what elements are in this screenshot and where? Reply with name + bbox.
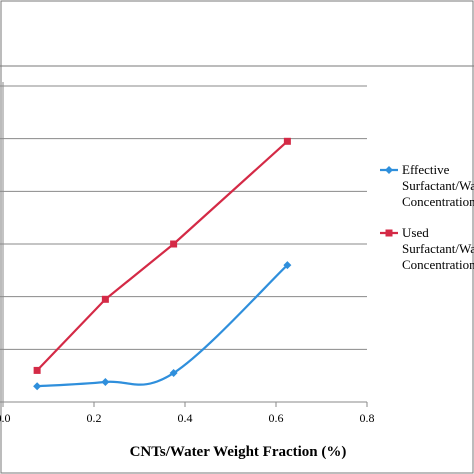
series-line [36, 140, 289, 372]
data-point-square [101, 295, 109, 303]
data-point-square [33, 366, 41, 374]
x-tick-label: 0.4 [178, 411, 193, 425]
x-tick-label: 0.8 [360, 411, 375, 425]
x-axis-label: CNTs/Water Weight Fraction (%) [130, 444, 347, 460]
gridlines [3, 85, 367, 350]
data-point-square [170, 240, 178, 248]
legend-label-line: Surfactant/Wa [402, 178, 474, 193]
data-point-diamond [283, 261, 292, 270]
legend-label-line: Concentration [402, 194, 474, 209]
legend: EffectiveSurfactant/WaConcentrationUsedS… [380, 162, 474, 272]
series-2 [33, 137, 291, 374]
legend-marker-square [385, 229, 393, 237]
data-point-diamond [33, 382, 42, 391]
x-tick-label: 0.0 [0, 411, 11, 425]
series-1 [33, 261, 292, 391]
data-point-diamond [169, 369, 178, 378]
data-point-square [283, 137, 291, 145]
x-tick-label: 0.6 [269, 411, 284, 425]
legend-label-line: Surfactant/Wa [402, 241, 474, 256]
series-line [37, 264, 289, 388]
legend-label-line: Concentration [402, 257, 474, 272]
x-tick-labels: 0.0 0.2 0.4 0.6 0.8 [0, 411, 375, 425]
x-tick-label: 0.2 [87, 411, 102, 425]
legend-label-line: Effective [402, 162, 450, 177]
axes [0, 82, 368, 407]
legend-marker-diamond [385, 166, 393, 174]
series [33, 137, 292, 391]
data-point-diamond [101, 377, 110, 386]
legend-label-line: Used [402, 225, 429, 240]
